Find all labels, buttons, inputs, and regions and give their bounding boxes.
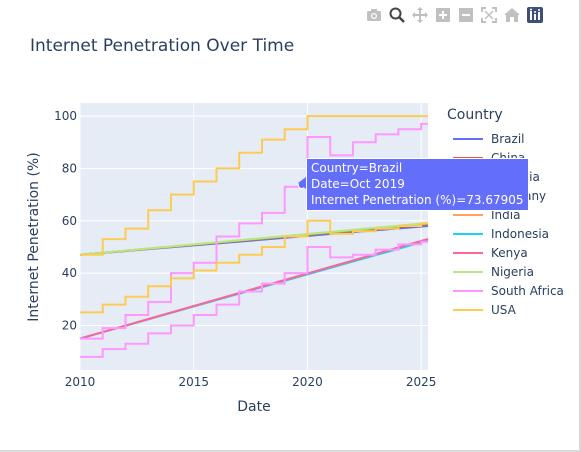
x-tick-labels: 2010 2015 2020 2025: [65, 375, 437, 389]
series-layer: [79, 115, 429, 358]
legend-label: Nigeria: [491, 264, 534, 279]
y-tick-label: 100: [54, 109, 77, 123]
legend-label: Kenya: [491, 245, 528, 260]
plotly-logo-icon[interactable]: [523, 6, 546, 24]
tooltip-line-country: Country=Brazil: [311, 161, 403, 175]
zoom-in-icon[interactable]: [431, 6, 454, 24]
y-tick-label: 60: [62, 214, 77, 228]
legend-swatch: [453, 213, 483, 216]
legend-item-south-africa[interactable]: South Africa: [447, 281, 564, 300]
legend-swatch: [453, 232, 483, 235]
x-tick-label: 2015: [178, 375, 209, 389]
y-tick-label: 80: [62, 161, 77, 175]
series-line[interactable]: [80, 219, 428, 314]
legend-label: India: [491, 207, 521, 222]
zoom-out-icon[interactable]: [454, 6, 477, 24]
legend-swatch: [453, 308, 483, 311]
legend-swatch: [453, 251, 483, 254]
y-tick-labels: 20 40 60 80 100: [54, 109, 77, 332]
modebar: [362, 6, 546, 24]
series-line[interactable]: [80, 240, 428, 358]
series-line-south-africa[interactable]: [80, 122, 428, 340]
legend-item-kenya[interactable]: Kenya: [447, 243, 564, 262]
legend-item-nigeria[interactable]: Nigeria: [447, 262, 564, 281]
y-axis-label: Internet Penetration (%): [26, 152, 42, 321]
camera-icon[interactable]: [362, 6, 385, 24]
legend-item-indonesia[interactable]: Indonesia: [447, 224, 564, 243]
legend-swatch: [453, 156, 483, 159]
x-axis-label: Date: [237, 399, 270, 415]
series-line-usa[interactable]: [80, 115, 428, 256]
legend-swatch: [453, 289, 483, 292]
reset-axes-icon[interactable]: [500, 6, 523, 24]
chart-title: Internet Penetration Over Time: [30, 36, 295, 56]
tooltip-line-date: Date=Oct 2019: [311, 177, 405, 191]
hover-tooltip: Country=Brazil Date=Oct 2019 Internet Pe…: [306, 158, 529, 211]
legend-swatch: [453, 270, 483, 273]
legend-label: USA: [491, 302, 516, 317]
legend-label: Brazil: [491, 131, 525, 146]
x-tick-label: 2020: [292, 375, 323, 389]
legend-item-usa[interactable]: USA: [447, 300, 564, 319]
legend-label: South Africa: [491, 283, 564, 298]
pan-icon[interactable]: [408, 6, 431, 24]
series-line-nigeria[interactable]: [79, 221, 429, 256]
x-tick-label: 2025: [406, 375, 437, 389]
tooltip-arrow: [298, 177, 306, 189]
y-tick-label: 20: [62, 319, 77, 333]
y-tick-label: 40: [62, 266, 77, 280]
autoscale-icon[interactable]: [477, 6, 500, 24]
legend-item-india[interactable]: India: [447, 205, 564, 224]
legend-label: Indonesia: [491, 226, 550, 241]
x-tick-label: 2010: [65, 375, 96, 389]
zoom-icon[interactable]: [385, 6, 408, 24]
legend-title: Country: [447, 107, 503, 123]
legend-item-brazil[interactable]: Brazil: [447, 129, 564, 148]
tooltip-line-value: Internet Penetration (%)=73.67905: [311, 193, 524, 207]
legend-swatch: [453, 137, 483, 140]
legend: Country BrazilChinaEthiopiaGermanyIndiaI…: [447, 107, 564, 319]
